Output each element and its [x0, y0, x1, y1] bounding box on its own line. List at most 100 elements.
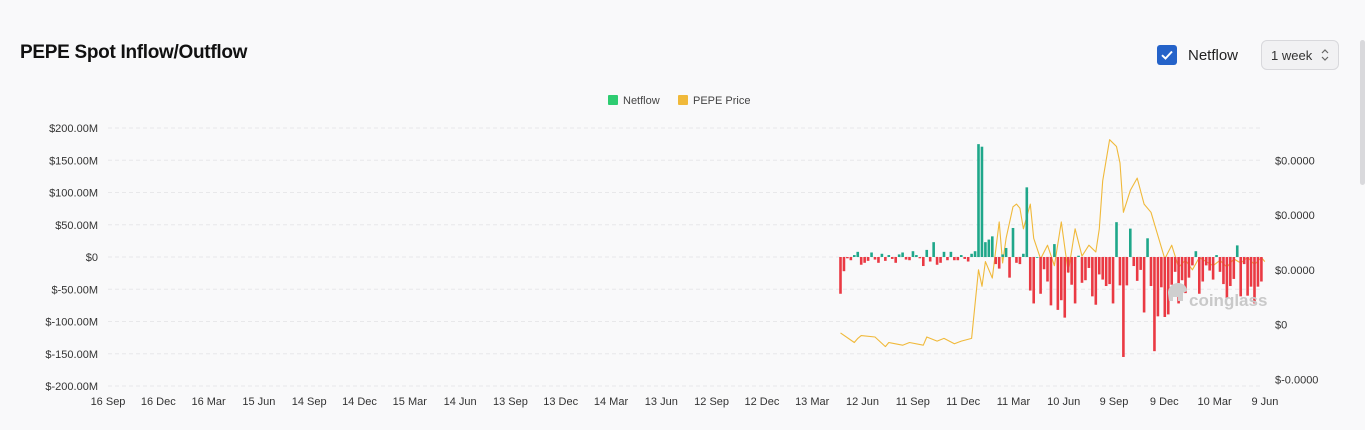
netflow-bar [1235, 245, 1239, 257]
netflow-bar [1160, 257, 1163, 288]
netflow-bar [1046, 257, 1049, 282]
x-axis-tick-label: 13 Mar [795, 396, 830, 408]
netflow-bar [997, 257, 1001, 269]
netflow-bar [1087, 257, 1091, 268]
y-axis-left-tick-label: $-100.00M [45, 317, 98, 329]
netflow-bar [1101, 257, 1104, 280]
netflow-bar [959, 255, 963, 257]
netflow-bar [1163, 257, 1167, 317]
netflow-bar [918, 257, 922, 259]
netflow-bar [1097, 257, 1101, 275]
netflow-bar [1173, 257, 1177, 272]
netflow-bar [1198, 257, 1201, 294]
scrollbar[interactable] [1360, 40, 1365, 185]
y-axis-left-tick-label: $-150.00M [45, 349, 98, 361]
netflow-bar [1225, 257, 1229, 299]
netflow-toggle[interactable]: Netflow [1157, 45, 1238, 65]
y-axis-left-tick-label: $200.00M [49, 123, 98, 135]
netflow-bar [1032, 257, 1035, 304]
netflow-bar [873, 257, 877, 260]
x-axis-tick-label: 10 Mar [1197, 396, 1232, 408]
netflow-bar [866, 257, 870, 261]
x-axis-tick-label: 14 Sep [292, 396, 327, 408]
netflow-bar [984, 242, 987, 257]
netflow-bar [894, 257, 897, 263]
netflow-bar [1080, 257, 1084, 283]
netflow-bar [1129, 228, 1132, 257]
netflow-bar [1211, 257, 1215, 280]
netflow-bar [863, 257, 866, 263]
x-axis-tick-label: 9 Dec [1150, 396, 1179, 408]
netflow-checkbox[interactable] [1157, 45, 1177, 65]
netflow-bar [1028, 257, 1032, 291]
netflow-bar [1001, 254, 1004, 257]
netflow-bar [1191, 257, 1194, 266]
netflow-bar [1125, 257, 1129, 286]
x-axis-tick-label: 14 Jun [444, 396, 477, 408]
netflow-bar [966, 257, 970, 262]
period-select[interactable]: 1 week [1261, 40, 1339, 70]
netflow-bar [1239, 257, 1242, 297]
coinglass-watermark: coinglass [1168, 283, 1267, 310]
netflow-bar [1194, 251, 1198, 257]
x-axis-tick-label: 15 Mar [393, 396, 428, 408]
y-axis-left-tick-label: $100.00M [49, 188, 98, 200]
netflow-bar [859, 257, 863, 265]
netflow-bar [987, 239, 991, 257]
netflow-bar [1091, 257, 1094, 297]
netflow-bar [1015, 257, 1018, 263]
netflow-bar [911, 251, 915, 257]
netflow-label: Netflow [1188, 46, 1239, 64]
netflow-bar [1104, 257, 1108, 287]
netflow-bar [1108, 257, 1111, 285]
netflow-bar [915, 255, 918, 257]
page-title: PEPE Spot Inflow/Outflow [20, 42, 248, 63]
period-select-value: 1 week [1271, 47, 1313, 63]
y-axis-left-tick-label: $0 [86, 252, 98, 264]
netflow-bar [1115, 222, 1118, 257]
netflow-bar [853, 255, 856, 257]
netflow-bar [1249, 257, 1253, 287]
netflow-bar [887, 255, 891, 257]
netflow-bar [901, 252, 904, 257]
netflow-bar [922, 257, 925, 267]
netflow-bar [1146, 238, 1149, 257]
netflow-bar [846, 257, 849, 259]
netflow-bar [942, 251, 946, 257]
netflow-bar [949, 251, 953, 257]
x-axis-tick-label: 14 Mar [594, 396, 629, 408]
netflow-bar [1063, 257, 1067, 318]
x-axis-tick-label: 10 Jun [1047, 396, 1080, 408]
netflow-bar [1149, 257, 1153, 287]
netflow-bar [1222, 257, 1225, 285]
y-axis-right-tick-label: $0 [1275, 320, 1287, 332]
netflow-bar [1253, 257, 1256, 304]
netflow-bar [946, 257, 949, 261]
netflow-bar [1132, 257, 1136, 267]
y-axis-left-tick-label: $50.00M [55, 220, 98, 232]
netflow-bar [1111, 257, 1115, 304]
netflow-bar [1070, 257, 1073, 285]
x-axis-tick-label: 12 Jun [846, 396, 879, 408]
netflow-bar [877, 257, 880, 263]
netflow-bar [1246, 257, 1249, 296]
netflow-bar [1229, 257, 1232, 287]
coinglass-logo-icon [1168, 283, 1187, 301]
netflow-bar [1170, 257, 1173, 285]
netflow-bar [1022, 253, 1025, 257]
y-axis-right-tick-label: $0.0000 [1275, 210, 1315, 222]
netflow-bar [880, 253, 884, 257]
netflow-bar [973, 251, 977, 257]
netflow-bar [1232, 257, 1236, 279]
netflow-bar [1053, 244, 1056, 257]
y-axis-right-tick-label: $0.0000 [1275, 265, 1315, 277]
netflow-bar [977, 144, 980, 257]
netflow-bar [1077, 255, 1080, 257]
legend-label-netflow: Netflow [623, 95, 660, 107]
netflow-bar [842, 257, 846, 272]
netflow-bar [870, 252, 873, 257]
netflow-bar [1011, 227, 1015, 257]
x-axis-tick-label: 11 Dec [946, 396, 981, 408]
netflow-bar [1039, 257, 1042, 294]
